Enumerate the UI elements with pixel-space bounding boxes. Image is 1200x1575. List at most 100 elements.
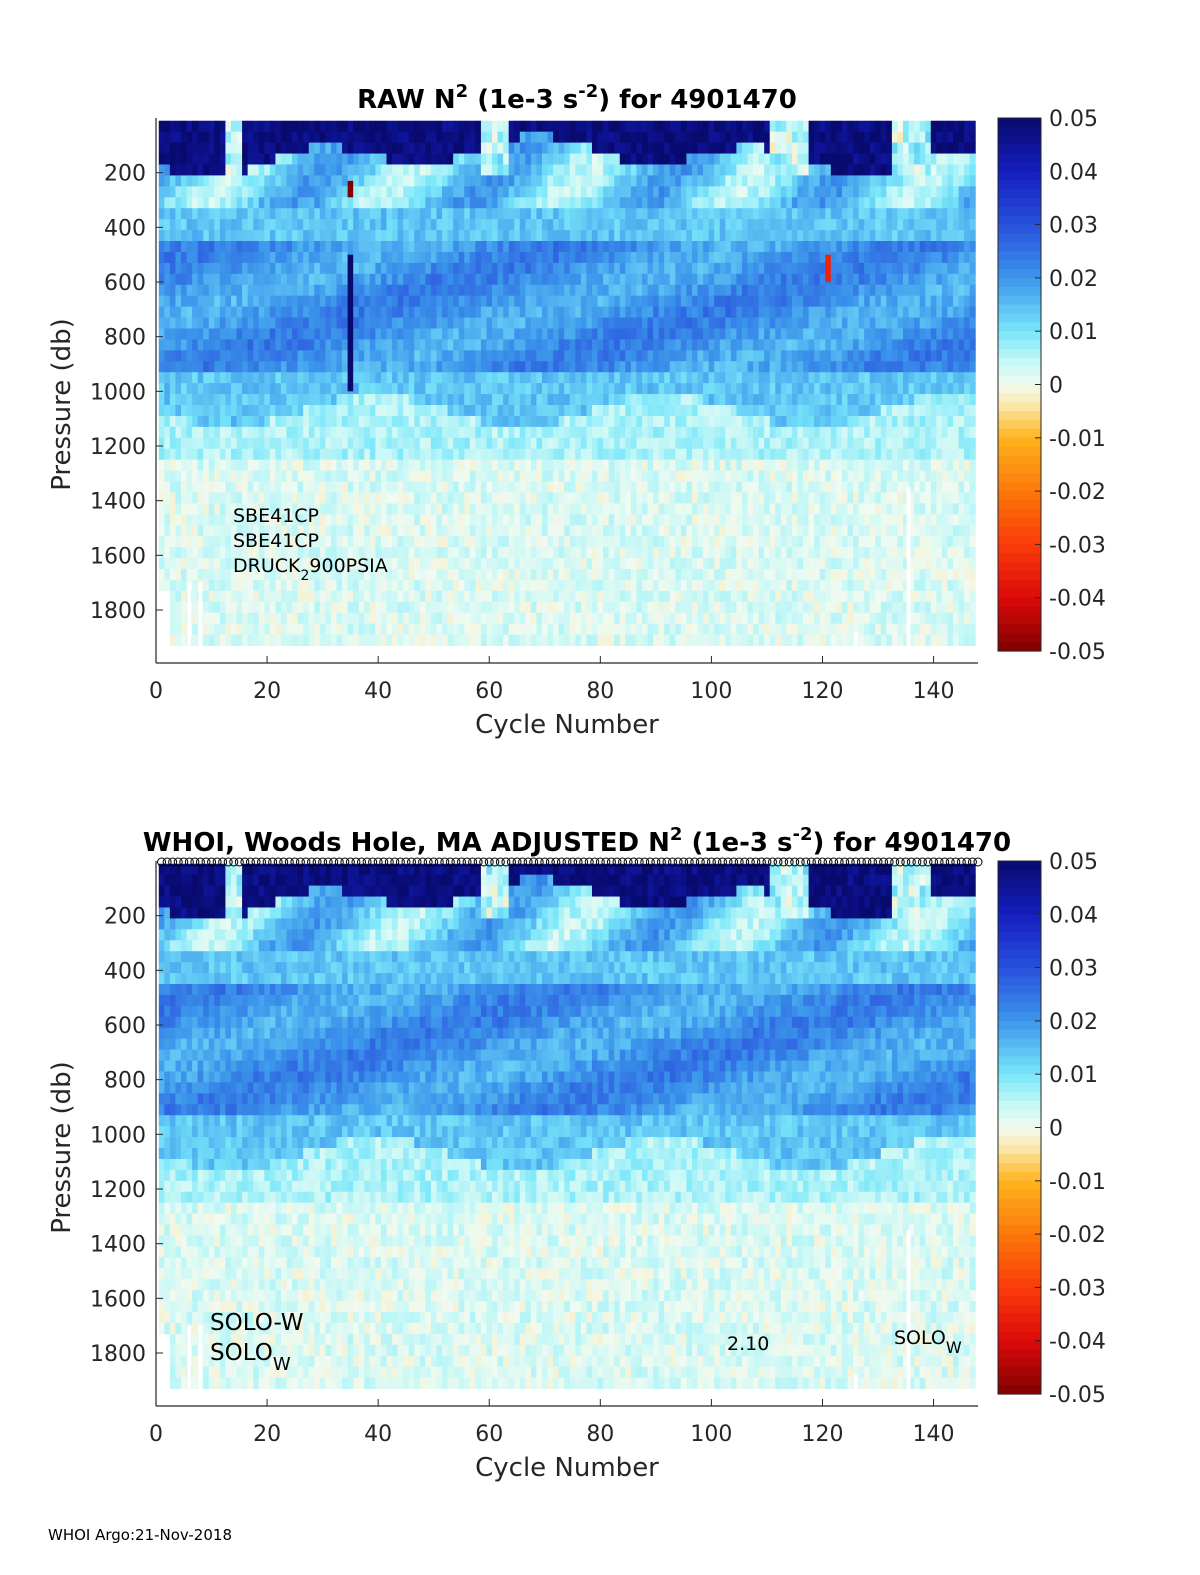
heatmap-cell bbox=[364, 273, 371, 286]
heatmap-cell bbox=[686, 339, 693, 351]
heatmap-cell bbox=[514, 601, 521, 614]
heatmap-cell bbox=[703, 251, 710, 264]
heatmap-cell bbox=[314, 372, 321, 384]
heatmap-cell bbox=[719, 361, 726, 373]
heatmap-cell bbox=[503, 383, 510, 395]
heatmap-cell bbox=[708, 262, 715, 275]
heatmap-cell bbox=[697, 175, 704, 187]
heatmap-cell bbox=[553, 339, 560, 351]
heatmap-cell bbox=[353, 230, 360, 242]
heatmap-cell bbox=[719, 153, 726, 165]
heatmap-cell bbox=[186, 448, 193, 461]
heatmap-cell bbox=[647, 503, 654, 515]
heatmap-cell bbox=[597, 317, 604, 329]
heatmap-cell bbox=[247, 131, 254, 144]
heatmap-cell bbox=[419, 284, 426, 297]
heatmap-cell bbox=[658, 623, 665, 636]
heatmap-cell bbox=[447, 350, 454, 362]
heatmap-cell bbox=[253, 230, 260, 242]
heatmap-cell bbox=[236, 536, 243, 548]
heatmap-cell bbox=[569, 153, 576, 165]
heatmap-cell bbox=[275, 230, 282, 242]
heatmap-cell bbox=[353, 612, 360, 625]
heatmap-cell bbox=[247, 306, 254, 319]
heatmap-cell bbox=[719, 426, 726, 439]
heatmap-cell bbox=[442, 634, 449, 647]
heatmap-cell bbox=[730, 426, 737, 439]
heatmap-cell bbox=[414, 284, 421, 297]
heatmap-cell bbox=[586, 612, 593, 625]
heatmap-cell bbox=[697, 317, 704, 329]
heatmap-cell bbox=[619, 153, 626, 165]
heatmap-cell bbox=[369, 164, 376, 176]
heatmap-cell bbox=[591, 197, 599, 209]
heatmap-cell bbox=[619, 547, 626, 559]
heatmap-cell bbox=[458, 558, 465, 570]
heatmap-cell bbox=[703, 306, 710, 319]
heatmap-cell bbox=[342, 459, 349, 472]
heatmap-cell bbox=[225, 317, 232, 329]
heatmap-cell bbox=[475, 470, 482, 483]
heatmap-cell bbox=[686, 579, 693, 592]
heatmap-cell bbox=[536, 634, 543, 647]
heatmap-cell bbox=[203, 284, 210, 297]
heatmap-cell bbox=[325, 361, 332, 373]
heatmap-cell bbox=[569, 426, 576, 439]
heatmap-cell bbox=[319, 372, 326, 384]
heatmap-cell bbox=[553, 230, 560, 242]
heatmap-cell bbox=[419, 601, 426, 614]
heatmap-cell bbox=[503, 569, 510, 581]
heatmap-cell bbox=[619, 558, 626, 570]
heatmap-cell bbox=[214, 230, 221, 242]
heatmap-cell bbox=[569, 514, 576, 526]
heatmap-cell bbox=[342, 339, 349, 351]
heatmap-cell bbox=[436, 273, 443, 286]
heatmap-cell bbox=[342, 208, 349, 220]
heatmap-cell bbox=[336, 131, 343, 144]
heatmap-cell bbox=[164, 569, 171, 581]
heatmap-cell bbox=[680, 525, 687, 537]
heatmap-cell bbox=[380, 284, 387, 297]
heatmap-cell bbox=[458, 405, 465, 417]
heatmap-cell bbox=[286, 361, 293, 373]
heatmap-cell bbox=[303, 120, 310, 133]
heatmap-cell bbox=[486, 153, 493, 165]
heatmap-cell bbox=[169, 230, 176, 242]
heatmap-cell bbox=[353, 405, 360, 417]
heatmap-cell bbox=[264, 251, 271, 264]
heatmap-cell bbox=[164, 328, 171, 340]
heatmap-cell bbox=[475, 448, 482, 461]
heatmap-cell bbox=[430, 273, 437, 286]
heatmap-cell bbox=[380, 547, 387, 559]
heatmap-cell bbox=[258, 634, 265, 647]
heatmap-cell bbox=[219, 306, 226, 319]
heatmap-cell bbox=[319, 175, 326, 187]
heatmap-cell bbox=[264, 405, 271, 417]
heatmap-cell bbox=[408, 273, 415, 286]
heatmap-cell bbox=[430, 317, 437, 329]
heatmap-cell bbox=[686, 481, 693, 493]
heatmap-cell bbox=[408, 251, 415, 264]
heatmap-cell bbox=[508, 536, 515, 548]
heatmap-cell bbox=[480, 405, 487, 417]
heatmap-cell bbox=[242, 273, 249, 286]
heatmap-cell bbox=[164, 579, 171, 592]
heatmap-cell bbox=[558, 197, 565, 209]
heatmap-cell bbox=[219, 634, 226, 647]
heatmap-cell bbox=[453, 426, 460, 439]
heatmap-cell bbox=[503, 448, 510, 461]
heatmap-cell bbox=[203, 536, 210, 548]
heatmap-cell bbox=[730, 142, 737, 155]
heatmap-cell bbox=[614, 273, 621, 286]
heatmap-cell bbox=[230, 623, 238, 636]
heatmap-cell bbox=[680, 350, 687, 362]
heatmap-cell bbox=[691, 612, 699, 625]
heatmap-cell bbox=[358, 339, 365, 351]
heatmap-cell bbox=[680, 590, 687, 603]
heatmap-cell bbox=[375, 372, 382, 384]
heatmap-cell bbox=[325, 470, 332, 483]
heatmap-cell bbox=[691, 514, 699, 526]
heatmap-cell bbox=[492, 514, 499, 526]
heatmap-cell bbox=[219, 328, 226, 340]
heatmap-cell bbox=[658, 251, 665, 264]
